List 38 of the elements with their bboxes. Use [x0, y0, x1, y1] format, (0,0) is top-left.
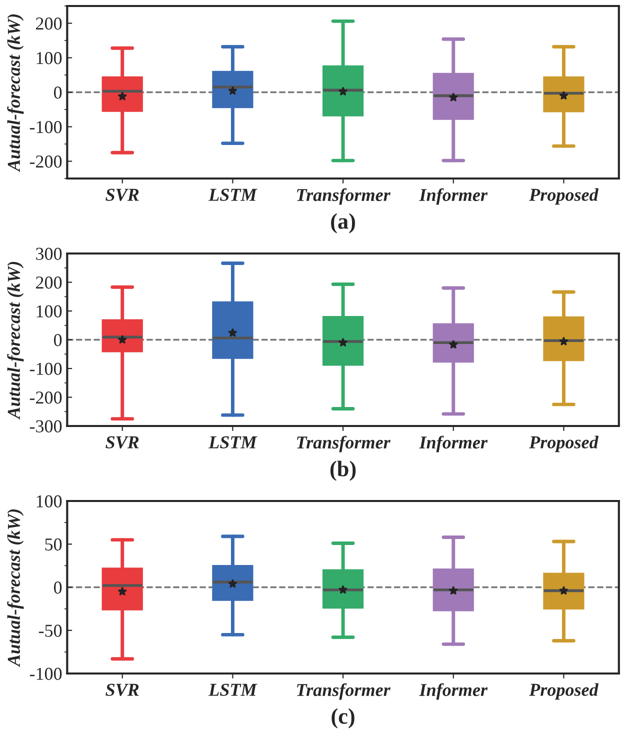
y-tick-label: -100 [30, 668, 62, 680]
x-tick-label: Transformer [297, 683, 390, 700]
y-tick-label: -100 [30, 362, 62, 375]
x-tick-label: Proposed [529, 188, 599, 205]
y-tick-label: -200 [30, 156, 62, 168]
text: (c) [332, 708, 354, 728]
x-tick-label: LSTM [208, 684, 258, 696]
y-tick-label: -50 [38, 624, 62, 637]
y-tick-label: 0 [54, 582, 62, 594]
y-tick-label: 100 [36, 52, 62, 64]
y-tick-label: 300 [36, 248, 62, 260]
y-axis-title: Autual-forecast (kW) [7, 509, 24, 668]
x-tick-label: LSTM [208, 436, 258, 448]
x-tick-label: Transformer [297, 436, 390, 452]
x-tick-label: LSTM [208, 188, 258, 201]
text: (b) [330, 460, 356, 481]
x-tick-label: SVR [106, 436, 139, 449]
x-tick-label: Informer [419, 188, 488, 205]
x-tick-label: Transformer [297, 188, 390, 205]
y-tick-label: -200 [30, 392, 62, 404]
y-tick-label: 0 [54, 86, 62, 99]
y-tick-label: 50 [45, 538, 62, 551]
y-tick-label: 200 [36, 276, 62, 289]
x-tick-label: SVR [106, 684, 139, 696]
x-tick-label: SVR [106, 188, 139, 202]
y-tick-label: -300 [30, 420, 62, 432]
x-tick-label: Proposed [529, 436, 599, 452]
x-tick-label: Informer [419, 683, 488, 700]
text: (a) [331, 213, 356, 234]
y-tick-label: -100 [30, 121, 62, 134]
y-tick-label: 200 [36, 18, 62, 30]
x-tick-label: Proposed [529, 683, 599, 700]
y-axis-title: Autual-forecast (kW) [7, 262, 24, 420]
y-tick-label: 0 [54, 334, 62, 346]
y-tick-label: 100 [36, 305, 62, 318]
y-axis-title: Autual-forecast (kW) [7, 14, 24, 172]
y-tick-label: 100 [36, 495, 62, 508]
x-tick-label: Informer [419, 436, 488, 452]
